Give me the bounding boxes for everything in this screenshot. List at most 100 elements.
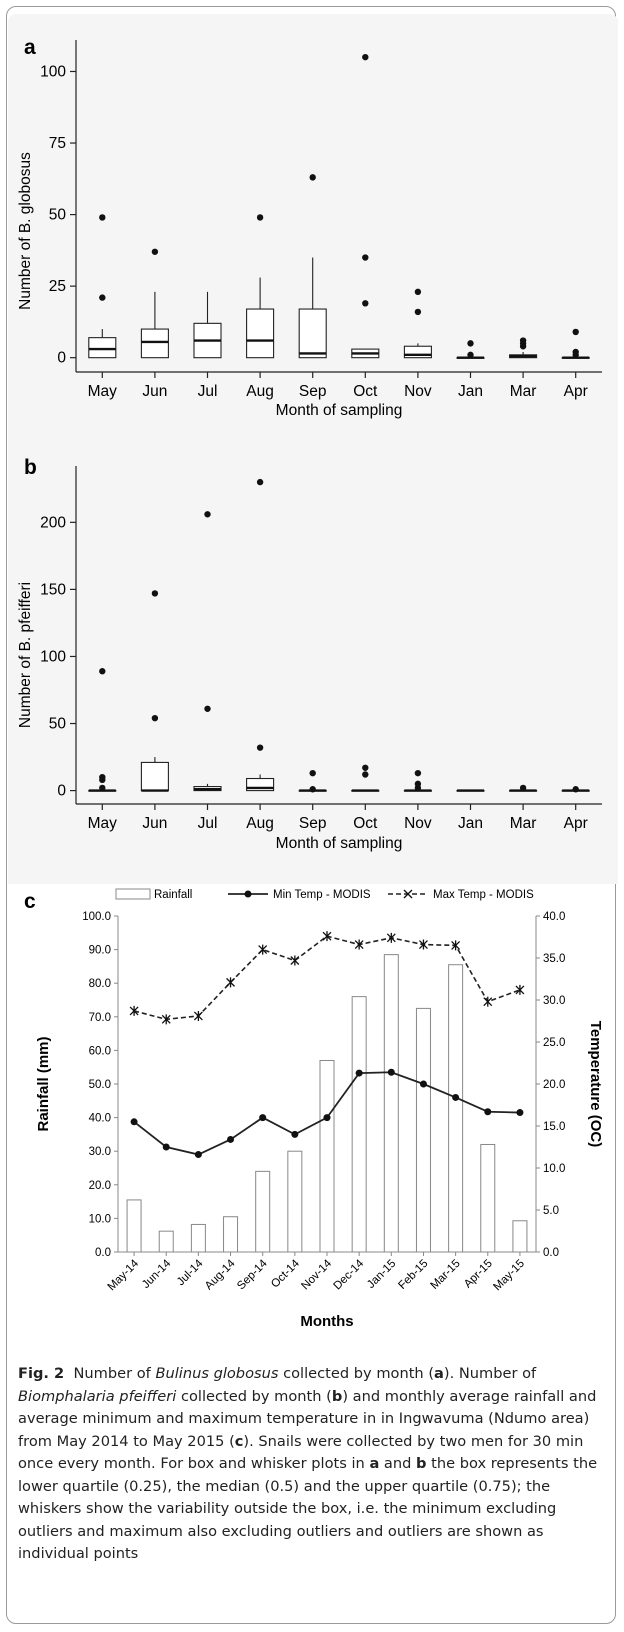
caption-species: Bulinus globosus	[155, 1365, 279, 1382]
outlier-point	[572, 786, 579, 793]
caption-panel-ref: a	[369, 1455, 380, 1472]
caption-text: ). Snails were collected by two men for …	[18, 1432, 584, 1473]
figure-caption: Fig. 2 Number of Bulinus globosus collec…	[18, 1363, 610, 1566]
y2-tick-label: 20.0	[543, 1079, 565, 1091]
panel-b-background	[8, 444, 618, 884]
outlier-point	[467, 340, 474, 347]
rainfall-bar	[319, 1059, 335, 1253]
outlier-point	[99, 784, 106, 792]
outlier-point	[99, 668, 106, 675]
y-tick-label: 100.0	[82, 911, 111, 923]
max-temp-point	[451, 940, 461, 951]
max-temp-point	[515, 984, 525, 995]
caption-text: ). Number of	[443, 1365, 537, 1382]
legend-rainfall-label: Rainfall	[154, 889, 192, 901]
y-tick-label: 200	[40, 514, 66, 531]
max-temp-point	[161, 1014, 171, 1025]
x-tick-label: Jan	[458, 383, 483, 400]
y-tick-label: 50	[49, 716, 67, 733]
outlier-point	[256, 744, 264, 751]
outlier-point	[572, 328, 579, 336]
x-tick-label: Nov-14	[299, 1257, 334, 1292]
min-temp-point	[484, 1108, 492, 1116]
outlier-point	[99, 214, 106, 221]
max-temp-point	[226, 977, 235, 988]
y2-tick-label: 5.0	[543, 1205, 559, 1217]
min-temp-point	[323, 1114, 331, 1122]
caption-text: the box represents the lower quartile (0…	[18, 1455, 598, 1562]
y-tick-label: 0.0	[95, 1247, 111, 1259]
y-tick-label: 100	[40, 648, 66, 665]
y-tick-label: 90.0	[89, 945, 111, 957]
x-tick-label: Oct	[353, 383, 378, 400]
x-tick-label: Mar	[510, 383, 537, 400]
panel-label-a: a	[24, 36, 36, 59]
x-tick-label: Jul	[198, 815, 218, 832]
x-tick-label: Aug	[246, 815, 274, 832]
y-axis-label: Rainfall (mm)	[35, 1036, 52, 1131]
x-axis-label: Months	[300, 1313, 353, 1330]
max-temp-point	[419, 939, 428, 950]
outlier-point	[151, 248, 159, 255]
x-tick-label: Mar	[510, 815, 537, 832]
box	[403, 345, 432, 359]
rainfall-bar	[255, 1170, 271, 1253]
outlier-point	[256, 214, 264, 221]
x-tick-label: Jul	[198, 383, 218, 400]
x-tick-label: Jan-15	[365, 1258, 398, 1291]
max-temp-point	[354, 939, 364, 950]
min-temp-point	[130, 1118, 138, 1126]
x-tick-label: Jul-14	[175, 1257, 206, 1288]
y-tick-label: 50	[49, 207, 67, 224]
y-tick-label: 100	[40, 63, 66, 80]
max-temp-point	[258, 944, 268, 955]
y-axis-label: Number of B. globosus	[17, 152, 34, 310]
y2-tick-label: 30.0	[543, 995, 565, 1007]
rainfall-bar	[415, 1007, 431, 1253]
y-tick-label: 30.0	[89, 1146, 111, 1158]
x-tick-label: Apr-15	[462, 1258, 495, 1291]
y2-tick-label: 15.0	[543, 1121, 565, 1133]
y2-axis-label: Temperature (OC)	[587, 1021, 604, 1147]
max-temp-point	[322, 931, 332, 942]
min-temp-point	[419, 1080, 427, 1088]
rainfall-bar	[158, 1230, 174, 1253]
outlier-point	[414, 780, 422, 788]
min-temp-point	[162, 1143, 170, 1151]
caption-text: Number of	[73, 1365, 156, 1382]
x-tick-label: Mar-15	[428, 1258, 462, 1292]
rainfall-bar	[287, 1150, 303, 1253]
caption-panel-ref: a	[434, 1365, 444, 1382]
outlier-point	[99, 294, 106, 301]
x-tick-label: Jun	[142, 815, 167, 832]
min-temp-point	[452, 1093, 460, 1101]
y-tick-label: 10.0	[89, 1213, 111, 1225]
x-tick-label: Jun	[142, 383, 167, 400]
outlier-point	[309, 786, 316, 793]
x-tick-label: Oct-14	[269, 1257, 302, 1290]
x-tick-label: May	[88, 383, 118, 400]
panel-c: c Rainfall (mm) Temperature (OC) Months …	[6, 884, 618, 1364]
x-tick-label: Apr	[564, 383, 588, 400]
boxplot-b-pfeifferi: b Number of B. pfeifferi Month of sampli…	[17, 456, 602, 852]
outlier-point	[309, 769, 316, 777]
outlier-point	[204, 705, 211, 712]
y2-tick-label: 40.0	[543, 911, 565, 923]
y-tick-label: 80.0	[89, 978, 111, 990]
y2-tick-label: 0.0	[543, 1247, 559, 1259]
box	[140, 761, 169, 792]
y-tick-label: 0	[57, 350, 66, 367]
caption-panel-ref: c	[234, 1432, 244, 1450]
max-temp-point	[483, 996, 493, 1007]
min-temp-point	[259, 1114, 267, 1122]
outlier-point	[99, 773, 106, 781]
y-axis-label: Number of B. pfeifferi	[17, 582, 34, 728]
rainfall-bar	[126, 1199, 142, 1253]
y-tick-label: 70.0	[89, 1012, 111, 1024]
x-axis-label: Month of sampling	[276, 835, 403, 852]
box	[88, 337, 117, 359]
outlier-point	[256, 478, 264, 486]
max-temp-point	[386, 932, 396, 943]
caption-text: collected by month (	[176, 1387, 332, 1405]
y-tick-label: 25	[49, 278, 66, 295]
